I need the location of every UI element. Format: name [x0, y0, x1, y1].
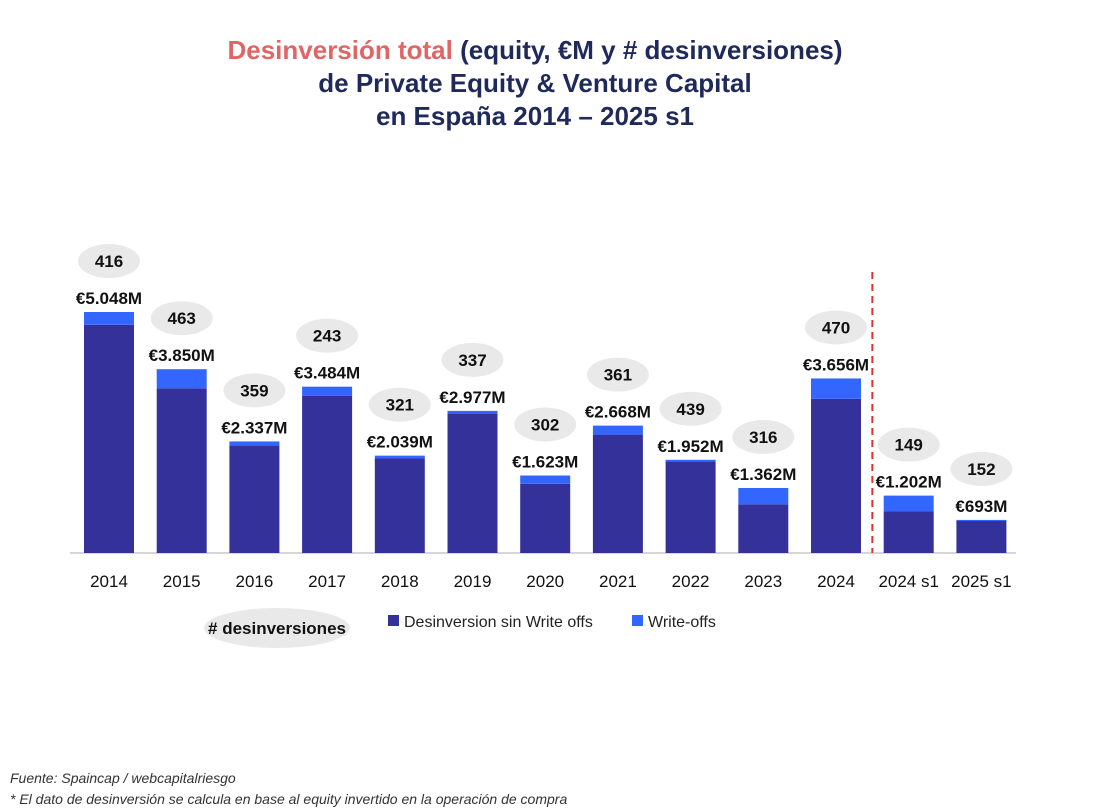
- bar-segment-divestment: [811, 398, 861, 553]
- x-tick-label: 2016: [235, 572, 273, 591]
- x-tick-label: 2018: [381, 572, 419, 591]
- count-label: 416: [95, 252, 123, 271]
- x-tick-label: 2017: [308, 572, 346, 591]
- title-highlight: Desinversión total: [227, 35, 453, 65]
- bar-segment-divestment: [520, 483, 571, 553]
- count-label: 302: [531, 416, 559, 435]
- bar-segment-divestment: [156, 388, 207, 553]
- x-tick-label: 2020: [526, 572, 564, 591]
- count-bubble: [586, 357, 649, 392]
- source-note: Fuente: Spaincap / webcapitalriesgo: [10, 770, 236, 786]
- value-label: €2.977M: [439, 388, 505, 407]
- bar-segment-write-offs: [883, 495, 934, 512]
- bar-segment-write-offs: [156, 369, 207, 389]
- calculation-note: * El dato de desinversión se calcula en …: [10, 791, 568, 807]
- bar-segment-write-offs: [229, 441, 280, 446]
- count-label: 337: [458, 351, 486, 370]
- legend-label-divestment: Desinversion sin Write offs: [404, 614, 593, 631]
- bar-segment-divestment: [592, 434, 643, 553]
- bar-segment-write-offs: [302, 386, 353, 396]
- count-bubble: [805, 310, 867, 345]
- count-bubble: [78, 244, 140, 278]
- count-bubble: [514, 407, 577, 442]
- count-bubble: [223, 373, 286, 408]
- legend-label-write-offs: Write-offs: [648, 614, 716, 631]
- count-bubble: [659, 391, 722, 426]
- count-label: 439: [676, 400, 704, 419]
- count-label: 470: [822, 318, 850, 337]
- bar-segment-write-offs: [665, 459, 716, 462]
- bar-segment-divestment: [665, 461, 716, 553]
- count-label: 359: [240, 381, 268, 400]
- title-line3: en España 2014 – 2025 s1: [375, 101, 694, 131]
- bar-segment-write-offs: [84, 312, 134, 325]
- legend-swatch-divestment: [388, 615, 399, 626]
- x-tick-label: 2015: [163, 572, 201, 591]
- count-bubble: [296, 318, 359, 353]
- count-label: 149: [895, 436, 923, 455]
- bar-segment-divestment: [374, 458, 425, 553]
- count-bubble: [368, 387, 431, 422]
- bar-segment-divestment: [447, 413, 498, 553]
- x-tick-label: 2024: [817, 572, 855, 591]
- chart-title: Desinversión total (equity, €M y # desin…: [0, 34, 1070, 133]
- count-label: 463: [168, 309, 196, 328]
- bar-segment-write-offs: [811, 378, 861, 399]
- bar-segment-divestment: [84, 324, 134, 553]
- count-bubble: [732, 419, 795, 454]
- bar-segment-write-offs: [520, 475, 571, 484]
- value-label: €1.623M: [512, 453, 578, 472]
- count-bubble: [441, 342, 504, 377]
- bar-segment-divestment: [956, 521, 1007, 553]
- x-tick-label: 2024 s1: [878, 572, 939, 591]
- count-legend-label: # desinversiones: [208, 619, 346, 638]
- value-label: €1.952M: [658, 437, 724, 456]
- title-line2: de Private Equity & Venture Capital: [318, 68, 752, 98]
- bar-segment-write-offs: [592, 425, 643, 435]
- value-label: €2.039M: [367, 433, 433, 452]
- count-bubble: [950, 451, 1013, 486]
- legend-swatch-write-offs: [632, 615, 643, 626]
- value-label: €3.850M: [149, 346, 215, 365]
- count-legend-bubble: [204, 608, 350, 648]
- x-tick-label: 2021: [599, 572, 637, 591]
- bar-segment-divestment: [229, 445, 280, 553]
- bar-segment-divestment: [883, 511, 934, 553]
- x-tick-label: 2023: [744, 572, 782, 591]
- bar-segment-divestment: [738, 504, 789, 553]
- title-line1-rest: (equity, €M y # desinversiones): [452, 35, 843, 65]
- value-label: €693M: [955, 497, 1007, 516]
- value-label: €5.048M: [76, 289, 142, 308]
- bar-segment-write-offs: [956, 519, 1007, 522]
- bar-segment-divestment: [302, 395, 353, 553]
- count-label: 243: [313, 327, 341, 346]
- count-label: 152: [967, 460, 995, 479]
- bar-segment-write-offs: [374, 455, 425, 459]
- x-tick-label: 2022: [672, 572, 710, 591]
- x-tick-label: 2014: [90, 572, 128, 591]
- bar-segment-write-offs: [447, 410, 498, 414]
- value-label: €2.337M: [221, 418, 287, 437]
- value-label: €3.484M: [294, 364, 360, 383]
- count-bubble: [150, 301, 213, 336]
- count-bubble: [877, 427, 940, 462]
- value-label: €1.202M: [876, 473, 942, 492]
- bar-segment-write-offs: [738, 487, 789, 505]
- value-label: €1.362M: [730, 465, 796, 484]
- x-tick-label: 2025 s1: [951, 572, 1012, 591]
- count-label: 361: [604, 366, 632, 385]
- x-tick-label: 2019: [454, 572, 492, 591]
- value-label: €2.668M: [585, 403, 651, 422]
- value-label: €3.656M: [803, 355, 869, 374]
- count-label: 316: [749, 428, 777, 447]
- count-label: 321: [386, 396, 414, 415]
